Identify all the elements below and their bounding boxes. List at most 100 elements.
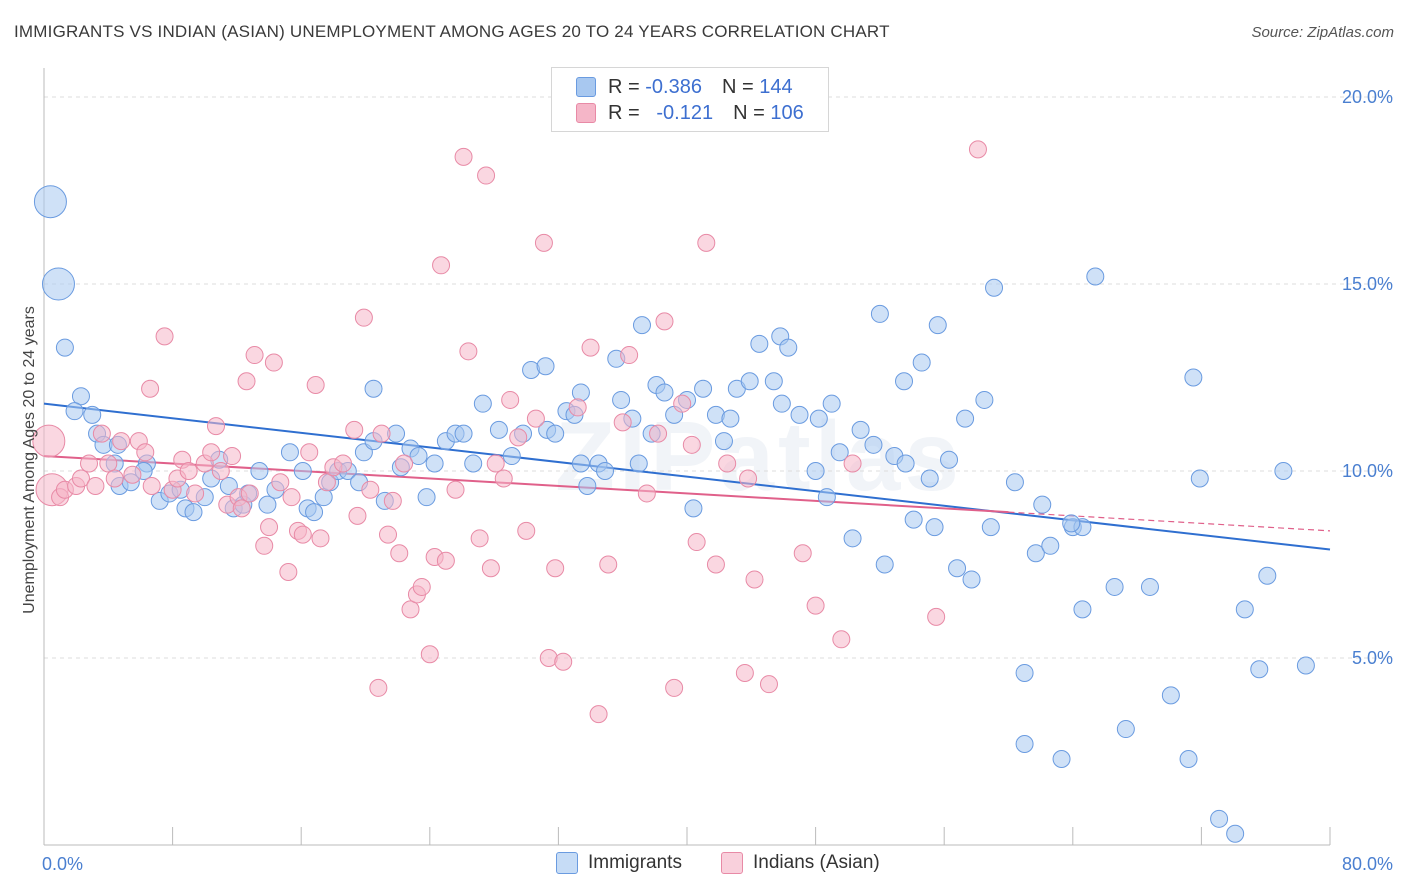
immigrants-point (790, 405, 809, 424)
indians-point (223, 447, 242, 466)
immigrants-point (1274, 462, 1293, 480)
immigrants-point (1179, 749, 1198, 768)
immigrants-point (896, 454, 915, 473)
indians-point (655, 312, 674, 331)
indians-point (383, 491, 402, 510)
indians-point (379, 525, 398, 544)
immigrants-point (1041, 536, 1060, 555)
indians-point (279, 562, 298, 581)
bottom-legend-immigrants: Immigrants (556, 852, 682, 874)
immigrants-point (250, 462, 269, 480)
indians-point (649, 424, 668, 443)
immigrants-point (293, 462, 312, 480)
indians-point (186, 484, 205, 503)
x-tick-label-max: 80.0% (1342, 854, 1393, 874)
trend-lines (43, 402, 1331, 551)
immigrants-point (578, 476, 597, 495)
immigrants-swatch (576, 77, 596, 97)
indians-point (832, 630, 851, 649)
indians-point (71, 469, 90, 488)
x-tick-label-min: 0.0% (42, 854, 83, 874)
immigrants-point (809, 409, 828, 428)
indians-n-value: 106 (770, 101, 804, 124)
immigrants-point (962, 570, 981, 589)
immigrants-point (928, 316, 947, 335)
indians-point (432, 256, 451, 275)
indians-point (32, 424, 66, 458)
indians-point (333, 454, 352, 473)
y-axis-title: Unemployment Among Ages 20 to 24 years (21, 306, 38, 614)
immigrants-legend-label: Immigrants (588, 852, 682, 873)
indians-point (927, 607, 946, 626)
immigrants-point (1258, 566, 1277, 585)
indians-point (554, 652, 573, 671)
indians-trend-extension (1008, 511, 1331, 532)
immigrants-point (184, 503, 203, 522)
immigrants-point (975, 390, 994, 409)
immigrants-point (33, 185, 67, 219)
indians-point (255, 536, 274, 555)
immigrants-point (830, 443, 849, 462)
indians-point (436, 551, 455, 570)
immigrants-point (464, 454, 483, 473)
indians-legend-swatch (721, 852, 743, 874)
immigrants-point (1086, 267, 1105, 286)
immigrants-point (920, 469, 939, 488)
immigrants-point (258, 495, 277, 514)
indians-point (599, 555, 618, 574)
indians-point (264, 353, 283, 372)
indians-point (86, 476, 105, 495)
immigrants-point (764, 372, 783, 391)
indians-point (372, 424, 391, 443)
indians-point (293, 525, 312, 544)
immigrants-point (364, 379, 383, 398)
immigrants-point (1062, 514, 1081, 533)
immigrants-point (571, 383, 590, 402)
immigrants-point (454, 424, 473, 443)
indians-point (237, 372, 256, 391)
immigrants-point (473, 394, 492, 413)
indians-point (142, 476, 161, 495)
immigrants-point (305, 503, 324, 522)
indians-point (843, 454, 862, 473)
indians-point (673, 394, 692, 413)
data-points (32, 140, 1315, 843)
immigrants-point (536, 357, 555, 376)
bottom-legend-indians: Indians (Asian) (721, 852, 880, 874)
immigrants-point (956, 409, 975, 428)
immigrants-point (489, 420, 508, 439)
immigrants-point (417, 488, 436, 507)
immigrants-point (851, 420, 870, 439)
indians-point (369, 678, 388, 697)
immigrants-point (1105, 577, 1124, 596)
indians-point (687, 533, 706, 552)
indians-point (412, 577, 431, 596)
indians-point (446, 480, 465, 499)
immigrants-point (425, 454, 444, 473)
indians-point (300, 443, 319, 462)
indians-point (317, 473, 336, 492)
immigrants-point (71, 387, 90, 406)
indians-point (806, 596, 825, 615)
indians-point (470, 529, 489, 548)
immigrants-point (1190, 469, 1209, 488)
immigrants-point (55, 338, 74, 357)
indians-point (613, 413, 632, 432)
indians-point (589, 705, 608, 724)
immigrants-point (817, 488, 836, 507)
indians-point (112, 432, 131, 451)
immigrants-point (806, 462, 825, 480)
immigrants-point (1116, 720, 1135, 739)
immigrants-point (940, 450, 959, 469)
immigrants-point (912, 353, 931, 372)
immigrants-point (1210, 809, 1229, 828)
immigrants-point (870, 304, 889, 323)
immigrants-point (280, 443, 299, 462)
immigrants-point (1052, 749, 1071, 768)
indians-point (105, 469, 124, 488)
indians-point (759, 675, 778, 694)
r-label: R = (608, 101, 640, 124)
immigrants-point (41, 267, 75, 301)
immigrants-point (1015, 663, 1034, 682)
